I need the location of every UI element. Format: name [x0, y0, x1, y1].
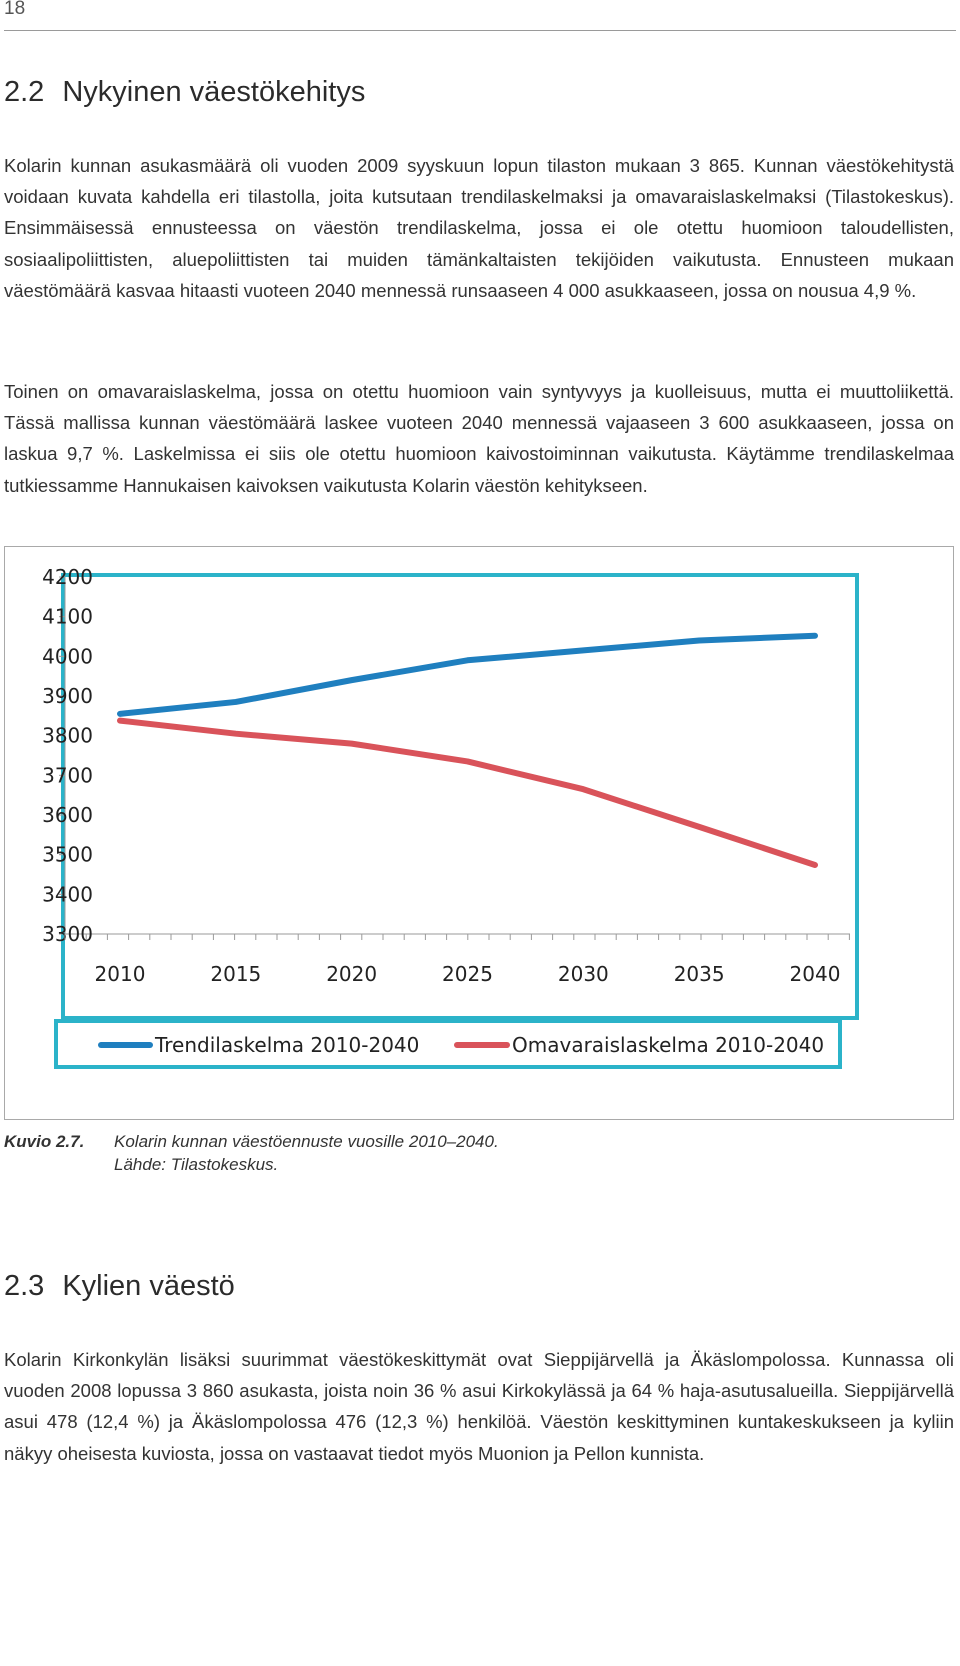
legend-box [54, 1019, 842, 1069]
data-point [467, 760, 468, 762]
series-line-self-sufficiency [117, 717, 818, 868]
paragraph-1: Kolarin kunnan asukasmäärä oli vuoden 20… [4, 155, 954, 301]
x-tick-label: 2015 [210, 962, 261, 986]
data-point [235, 701, 237, 703]
caption-source: Lähde: Tilastokeskus. [114, 1155, 279, 1174]
x-tick-label: 2030 [558, 962, 609, 986]
series-line-trend [117, 632, 818, 717]
data-point [582, 649, 584, 651]
y-tick-label: 3600 [42, 803, 93, 827]
legend-label: Omavaraislaskelma 2010-2040 [512, 1033, 824, 1057]
y-tick-label: 4000 [42, 644, 93, 668]
data-point [119, 713, 121, 715]
paragraph-2: Toinen on omavaraislaskelma, jossa on ot… [4, 381, 954, 496]
figure-population-forecast: 4200 4100 4000 3900 3800 3700 3600 3500 3400 3300… [4, 546, 954, 1120]
data-point [235, 733, 237, 735]
y-tick-label: 3900 [42, 684, 93, 708]
x-tick-label: 2020 [326, 962, 377, 986]
page-number: 18 [4, 0, 26, 19]
x-tick-label: 2025 [442, 962, 493, 986]
caption-text: Kolarin kunnan väestöennuste vuosille 20… [114, 1132, 499, 1151]
data-point [119, 720, 121, 722]
section-title: Nykyinen väestökehitys [62, 76, 366, 108]
line-chart: 4200 4100 4000 3900 3800 3700 3600 3500 3400 3300… [42, 565, 859, 1069]
legend-label: Trendilaskelma 2010-2040 [154, 1033, 419, 1057]
y-tick-label: 3800 [42, 724, 93, 748]
data-point [698, 639, 700, 641]
section-number: 2.2 [4, 76, 45, 108]
data-point [814, 864, 816, 866]
data-point [351, 743, 353, 745]
x-tick-label: 2035 [674, 962, 725, 986]
data-point [582, 788, 584, 790]
chart-frame [61, 573, 859, 1020]
data-point [467, 659, 468, 661]
data-point [351, 679, 353, 681]
y-tick-label: 4200 [42, 565, 93, 589]
y-tick-label: 3400 [42, 882, 93, 906]
data-point [814, 635, 816, 637]
y-tick-label: 4100 [42, 605, 93, 629]
section-title: Kylien väestö [62, 1270, 235, 1302]
figure-caption: Kuvio 2.7. Kolarin kunnan väestöennuste v… [4, 1130, 499, 1176]
section-number: 2.3 [4, 1270, 45, 1302]
header-rule [4, 30, 956, 31]
x-tick-label: 2040 [790, 962, 841, 986]
y-tick-label: 3500 [42, 843, 93, 867]
data-point [698, 826, 700, 828]
section-heading-2-3: 2.3 Kylien väestö [4, 1270, 235, 1303]
y-tick-label: 3700 [42, 763, 93, 787]
x-tick-label: 2010 [95, 962, 146, 986]
y-tick-label: 3300 [42, 922, 93, 946]
section-heading-2-2: 2.2 Nykyinen väestökehitys [4, 76, 365, 109]
caption-label: Kuvio 2.7. [4, 1132, 85, 1151]
paragraph-3: Kolarin Kirkonkylän lisäksi suurimmat vä… [4, 1349, 954, 1464]
